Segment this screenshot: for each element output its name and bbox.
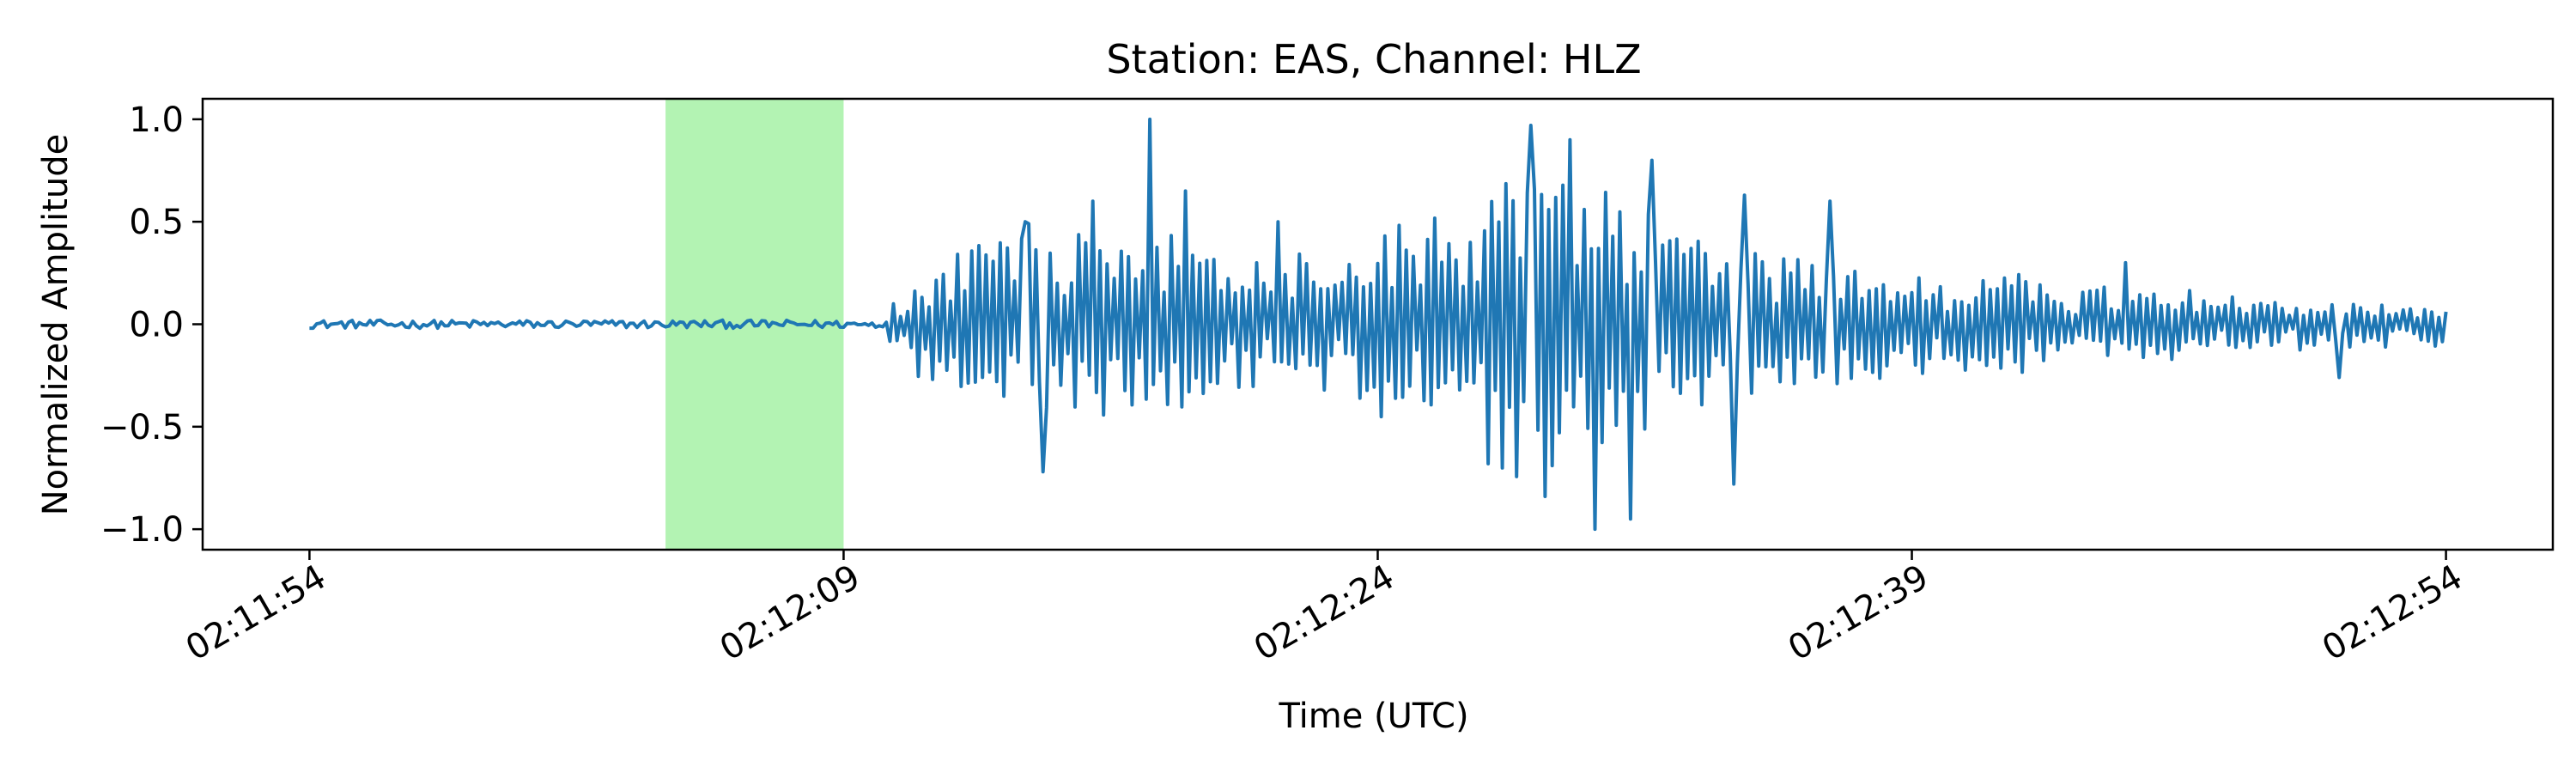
x-tick-label: 02:12:09: [714, 557, 867, 669]
y-axis-title: Normalized Amplitude: [36, 134, 76, 516]
x-axis: 02:11:54 02:12:09 02:12:24 02:12:39 02:12:54: [179, 550, 2470, 668]
x-axis-title: Time (UTC): [1278, 697, 1468, 736]
waveform-line: [309, 117, 2448, 532]
y-tick-label: 1.0: [129, 100, 184, 140]
y-tick-label: −0.5: [100, 408, 184, 447]
y-tick-label: 0.5: [129, 203, 184, 242]
x-tick-label: 02:12:54: [2316, 557, 2470, 669]
x-tick-label: 02:12:24: [1248, 557, 1401, 669]
y-tick-label: −1.0: [100, 510, 184, 550]
plot-area: [201, 97, 2555, 551]
x-tick-label: 02:11:54: [179, 557, 333, 669]
y-tick-label: 0.0: [129, 306, 184, 345]
x-tick-label: 02:12:39: [1782, 557, 1935, 669]
y-axis: 1.0 0.5 0.0 −0.5 −1.0: [100, 100, 203, 550]
chart-title: Station: EAS, Channel: HLZ: [1106, 36, 1641, 82]
